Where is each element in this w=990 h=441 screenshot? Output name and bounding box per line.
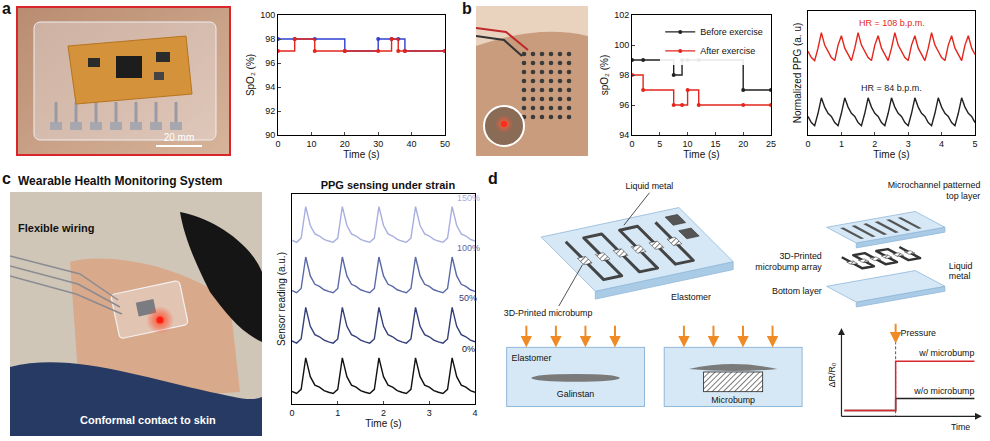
svg-text:94: 94 <box>619 130 629 140</box>
svg-text:Sensor reading (a.u.): Sensor reading (a.u.) <box>276 252 287 346</box>
svg-text:HR = 108 b.p.m.: HR = 108 b.p.m. <box>859 18 925 28</box>
svg-text:Time (s): Time (s) <box>343 149 379 160</box>
svg-text:0: 0 <box>629 139 634 149</box>
svg-text:After exercise: After exercise <box>700 46 755 56</box>
svg-text:Before exercise: Before exercise <box>700 27 763 37</box>
svg-text:PPG sensing under strain: PPG sensing under strain <box>321 179 456 191</box>
svg-text:5: 5 <box>657 139 662 149</box>
svg-text:0: 0 <box>289 408 294 418</box>
svg-text:94: 94 <box>265 82 275 92</box>
svg-text:Normalized PPG (a. u): Normalized PPG (a. u) <box>792 23 803 124</box>
svg-text:98: 98 <box>619 70 629 80</box>
svg-text:SpO₂ (%): SpO₂ (%) <box>245 54 256 96</box>
svg-text:w/o microbump: w/o microbump <box>913 386 974 396</box>
svg-text:4: 4 <box>472 408 477 418</box>
svg-text:0%: 0% <box>462 344 475 354</box>
svg-text:Time (s): Time (s) <box>683 149 719 160</box>
svg-text:2: 2 <box>381 408 386 418</box>
svg-text:Elastomer: Elastomer <box>512 353 552 363</box>
svg-text:Time: Time <box>951 422 970 432</box>
svg-text:Microchannel patternedtop laye: Microchannel patternedtop layer <box>888 180 981 201</box>
svg-text:spO₂ (%): spO₂ (%) <box>599 55 610 96</box>
html-text:b: b <box>462 0 472 17</box>
svg-text:0: 0 <box>805 139 810 149</box>
svg-text:10: 10 <box>683 139 693 149</box>
svg-text:102: 102 <box>614 10 629 20</box>
svg-text:Microbump: Microbump <box>711 395 755 405</box>
svg-text:Conformal contact to skin: Conformal contact to skin <box>80 414 216 426</box>
svg-text:3: 3 <box>427 408 432 418</box>
svg-text:Bottom layer: Bottom layer <box>772 286 822 296</box>
svg-text:96: 96 <box>265 58 275 68</box>
svg-text:25: 25 <box>766 139 776 149</box>
svg-text:10: 10 <box>306 139 316 149</box>
svg-text:20 mm: 20 mm <box>164 132 195 143</box>
svg-text:100%: 100% <box>457 243 480 253</box>
html-text:d: d <box>488 170 498 187</box>
svg-text:150%: 150% <box>457 193 480 203</box>
svg-text:2: 2 <box>872 139 877 149</box>
svg-text:Time (s): Time (s) <box>365 418 401 429</box>
svg-text:15: 15 <box>710 139 720 149</box>
svg-text:92: 92 <box>265 106 275 116</box>
svg-text:Flexible wiring: Flexible wiring <box>18 222 94 234</box>
svg-text:5: 5 <box>972 139 977 149</box>
svg-text:98: 98 <box>265 34 275 44</box>
svg-text:3: 3 <box>906 139 911 149</box>
svg-text:40: 40 <box>407 139 417 149</box>
svg-text:Time (s): Time (s) <box>873 149 909 160</box>
svg-text:50%: 50% <box>459 293 477 303</box>
html-text:Wearable Health Monitoring Sys: Wearable Health Monitoring System <box>18 174 223 188</box>
svg-text:Galinstan: Galinstan <box>557 389 595 399</box>
svg-text:90: 90 <box>265 130 275 140</box>
svg-text:20: 20 <box>340 139 350 149</box>
svg-text:Liquidmetal: Liquidmetal <box>949 261 973 282</box>
svg-text:Liquid metal: Liquid metal <box>626 181 674 191</box>
svg-text:ΔR/R₀: ΔR/R₀ <box>827 362 837 387</box>
svg-text:50: 50 <box>440 139 450 149</box>
svg-text:30: 30 <box>373 139 383 149</box>
svg-text:1: 1 <box>335 408 340 418</box>
html-text:c: c <box>2 170 11 187</box>
svg-text:3D-Printedmicrobump array: 3D-Printedmicrobump array <box>755 251 822 272</box>
svg-text:1: 1 <box>839 139 844 149</box>
svg-text:Elastomer: Elastomer <box>671 292 711 302</box>
svg-text:HR = 84 b.p.m.: HR = 84 b.p.m. <box>861 83 922 93</box>
html-text:a: a <box>2 0 11 17</box>
svg-text:100: 100 <box>614 40 629 50</box>
svg-text:w/ microbump: w/ microbump <box>918 348 974 358</box>
svg-text:96: 96 <box>619 100 629 110</box>
svg-text:0: 0 <box>275 139 280 149</box>
svg-text:20: 20 <box>738 139 748 149</box>
svg-text:Pressure: Pressure <box>901 328 937 338</box>
svg-text:3D-Printed microbump: 3D-Printed microbump <box>504 308 593 318</box>
svg-text:100: 100 <box>260 10 275 20</box>
svg-text:4: 4 <box>939 139 944 149</box>
